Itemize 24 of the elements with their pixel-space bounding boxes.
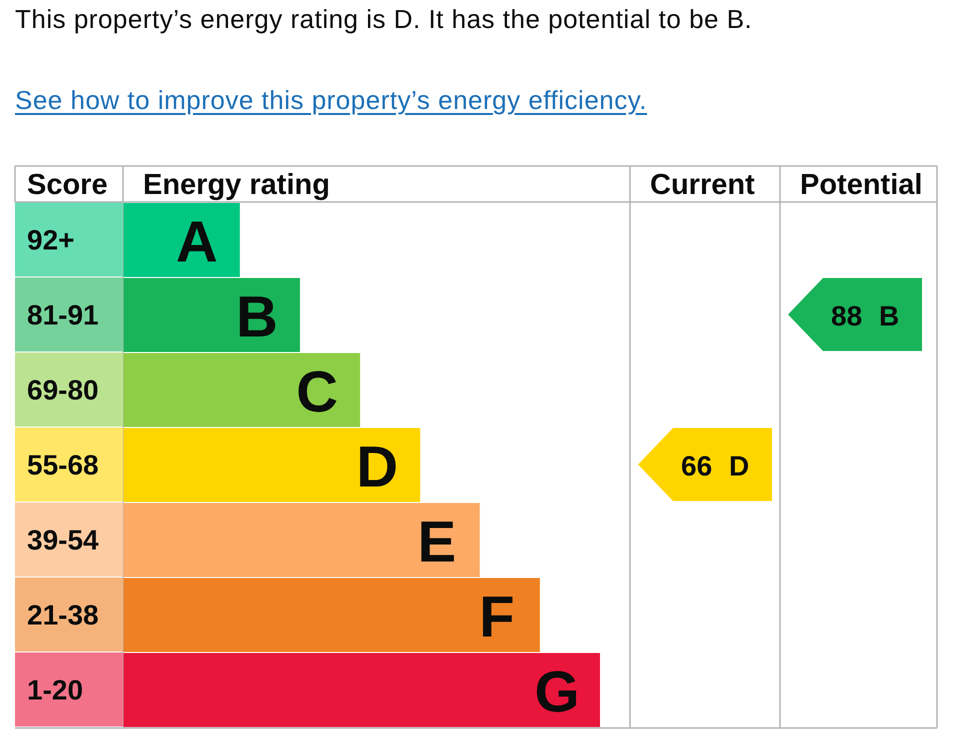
x-axis-title: Energy rating [143,169,330,201]
annotation: F [479,584,515,649]
x-tick-label: Current [650,169,756,201]
y-tick-label: 1-20 [27,674,84,705]
annotation: B [236,284,278,349]
chart-title: This property’s energy rating is D. It has the potential to be B. [15,4,752,34]
data-label: 66 [681,450,712,481]
y-tick-label: 69-80 [27,374,99,405]
annotation: D [356,434,398,499]
chart-subtitle: See how to improve this property’s energy efficiency. [15,85,648,115]
annotation: C [296,359,338,424]
data-label: 88 [831,300,862,331]
annotation: A [176,209,218,274]
annotation: G [534,659,580,724]
y-tick-label: 81-91 [27,299,99,330]
y-tick-label: 55-68 [27,449,99,480]
annotation: D [729,450,750,481]
y-tick-label: 92+ [27,224,74,255]
y-tick-label: 21-38 [27,599,99,630]
y-axis-title: Score [27,169,108,201]
x-tick-label: Potential [800,169,922,201]
annotation: B [879,300,900,331]
annotation: E [417,509,456,574]
y-tick-label: 39-54 [27,524,100,555]
